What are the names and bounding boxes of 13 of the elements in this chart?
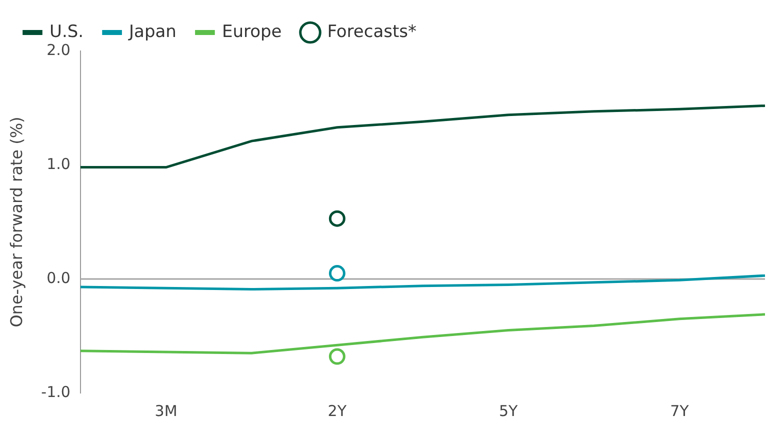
- y-axis-title: One-year forward rate (%): [6, 116, 26, 328]
- y-tick-label: 0.0: [46, 268, 70, 287]
- x-tick-label: 2Y: [328, 402, 348, 420]
- y-tick-label: 1.0: [46, 154, 70, 173]
- legend-label: Forecasts*: [327, 22, 417, 42]
- y-tick-label: -1.0: [41, 382, 70, 401]
- x-tick-label: 5Y: [498, 402, 518, 420]
- x-tick-label: 7Y: [670, 402, 690, 420]
- y-tick-label: 2.0: [46, 40, 70, 59]
- x-tick-label: 3M: [154, 402, 178, 420]
- legend-label: U.S.: [50, 22, 84, 42]
- legend-label: Japan: [128, 22, 176, 42]
- legend-label: Europe: [222, 22, 282, 42]
